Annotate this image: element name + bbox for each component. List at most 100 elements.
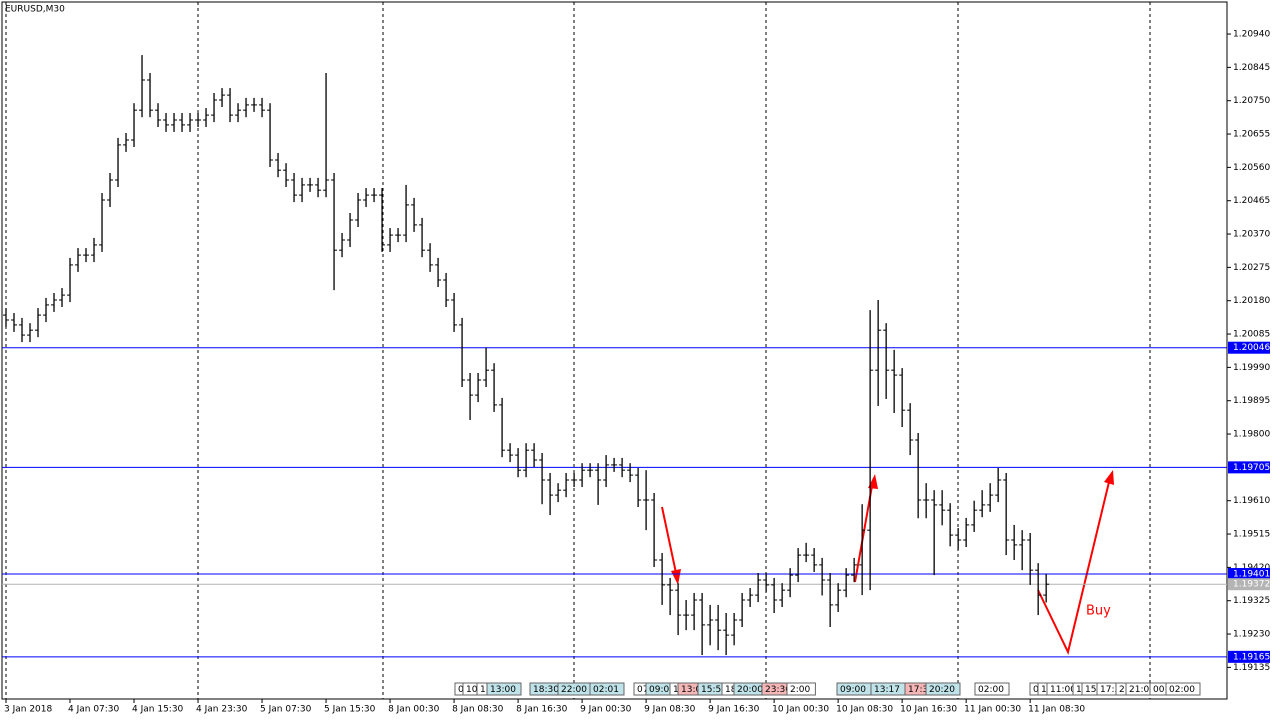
ohlc-bar (819, 557, 826, 596)
ohlc-bar (235, 103, 242, 123)
bid-label-box (1228, 578, 1270, 591)
x-tick-label: 5 Jan 07:30 (260, 705, 312, 715)
ohlc-bar (683, 600, 690, 631)
ohlc-bar (267, 103, 274, 168)
x-tick-label: 9 Jan 00:30 (580, 705, 632, 715)
event-label: 15: (1085, 685, 1099, 695)
y-tick-label: 1.19990 (1233, 363, 1270, 373)
ohlc-bar (883, 323, 890, 399)
event-label: 20:20 (929, 685, 955, 695)
ohlc-bar (987, 483, 994, 512)
ohlc-bar (723, 612, 730, 656)
event-label: 1 (1076, 685, 1082, 695)
x-tick-label: 11 Jan 00:30 (964, 705, 1021, 715)
ohlc-bar (459, 317, 466, 388)
ohlc-bar (787, 568, 794, 598)
plot-frame (1, 1, 1228, 700)
ohlc-bar (739, 592, 746, 628)
ohlc-bar (1035, 563, 1042, 616)
ohlc-bar (35, 308, 42, 338)
ohlc-bar (19, 317, 26, 343)
ohlc-bar (283, 163, 290, 188)
ohlc-bar (363, 188, 370, 208)
ohlc-bar (75, 248, 82, 272)
ohlc-bar (555, 483, 562, 503)
x-tick-label: 5 Jan 15:30 (324, 705, 376, 715)
ohlc-bar (643, 470, 650, 531)
y-tick-label: 1.20465 (1233, 196, 1270, 206)
ohlc-bar (827, 572, 834, 628)
ohlc-bar (523, 443, 530, 478)
ohlc-bar (115, 137, 122, 188)
level-label: 1.19705 (1233, 463, 1270, 473)
event-label: 00 (1153, 685, 1165, 695)
x-tick-label: 8 Jan 00:30 (388, 705, 440, 715)
ohlc-bar (771, 577, 778, 613)
y-tick-label: 1.19135 (1233, 663, 1270, 673)
ohlc-bar (859, 504, 866, 596)
ohlc-bar (403, 184, 410, 243)
ohlc-bar (619, 457, 626, 478)
ohlc-bar (275, 152, 282, 178)
event-label: 02:01 (593, 685, 619, 695)
ohlc-bar (451, 292, 458, 332)
ohlc-bar (11, 312, 18, 332)
event-label: 0 (1033, 685, 1039, 695)
chart-title: EURUSD,M30 (5, 5, 65, 15)
ohlc-bar (427, 243, 434, 272)
y-tick-label: 1.19420 (1233, 563, 1270, 573)
ohlc-bar (3, 308, 10, 328)
y-tick-label: 1.20845 (1233, 63, 1270, 73)
ohlc-bar (419, 217, 426, 258)
event-label: 09:00 (840, 685, 866, 695)
ohlc-bar (1043, 574, 1050, 603)
arrow (661, 506, 677, 574)
ohlc-bar (27, 323, 34, 343)
x-tick-label: 11 Jan 08:30 (1028, 705, 1085, 715)
event-label: 13:00 (490, 685, 516, 695)
ohlc-bar (323, 72, 330, 198)
ohlc-bar (131, 103, 138, 148)
ohlc-bar (259, 97, 266, 118)
y-tick-label: 1.20940 (1233, 30, 1270, 40)
ohlc-bar (379, 188, 386, 252)
ohlc-bar (651, 492, 658, 568)
ohlc-bar (659, 552, 666, 605)
ohlc-bar (483, 347, 490, 388)
event-label: 13:0 (681, 685, 701, 695)
event-label: 10 (466, 685, 478, 695)
ohlc-bar (507, 443, 514, 463)
event-box (1165, 682, 1201, 696)
ohlc-bar (699, 592, 706, 656)
x-tick-label: 10 Jan 08:30 (836, 705, 893, 715)
event-box (974, 682, 1010, 696)
x-tick-label: 9 Jan 16:30 (708, 705, 760, 715)
ohlc-bar (539, 452, 546, 505)
y-tick-label: 1.19800 (1233, 430, 1270, 440)
ohlc-bar (211, 92, 218, 123)
level-label: 1.20046 (1233, 343, 1270, 353)
ohlc-bar (163, 112, 170, 132)
event-label: 2 (1119, 685, 1125, 695)
ohlc-bar (579, 463, 586, 488)
level-label: 1.19165 (1233, 652, 1270, 662)
y-tick-label: 1.20560 (1233, 163, 1270, 173)
ohlc-bar (475, 372, 482, 403)
ohlc-bar (731, 612, 738, 646)
ohlc-bar (1011, 524, 1018, 560)
ohlc-bar (315, 177, 322, 198)
ohlc-bar (171, 112, 178, 132)
ohlc-bar (667, 577, 674, 616)
event-box (786, 682, 816, 696)
ohlc-bar (43, 297, 50, 323)
ohlc-bar (715, 604, 722, 651)
x-tick-label: 4 Jan 23:30 (196, 705, 248, 715)
ohlc-bar (83, 248, 90, 263)
x-tick-label: 9 Jan 08:30 (644, 705, 696, 715)
event-label: 18 (725, 685, 737, 695)
y-tick-label: 1.19325 (1233, 596, 1270, 606)
event-label: 02:00 (978, 685, 1004, 695)
ohlc-bar (931, 490, 938, 576)
ohlc-bar (331, 172, 338, 291)
